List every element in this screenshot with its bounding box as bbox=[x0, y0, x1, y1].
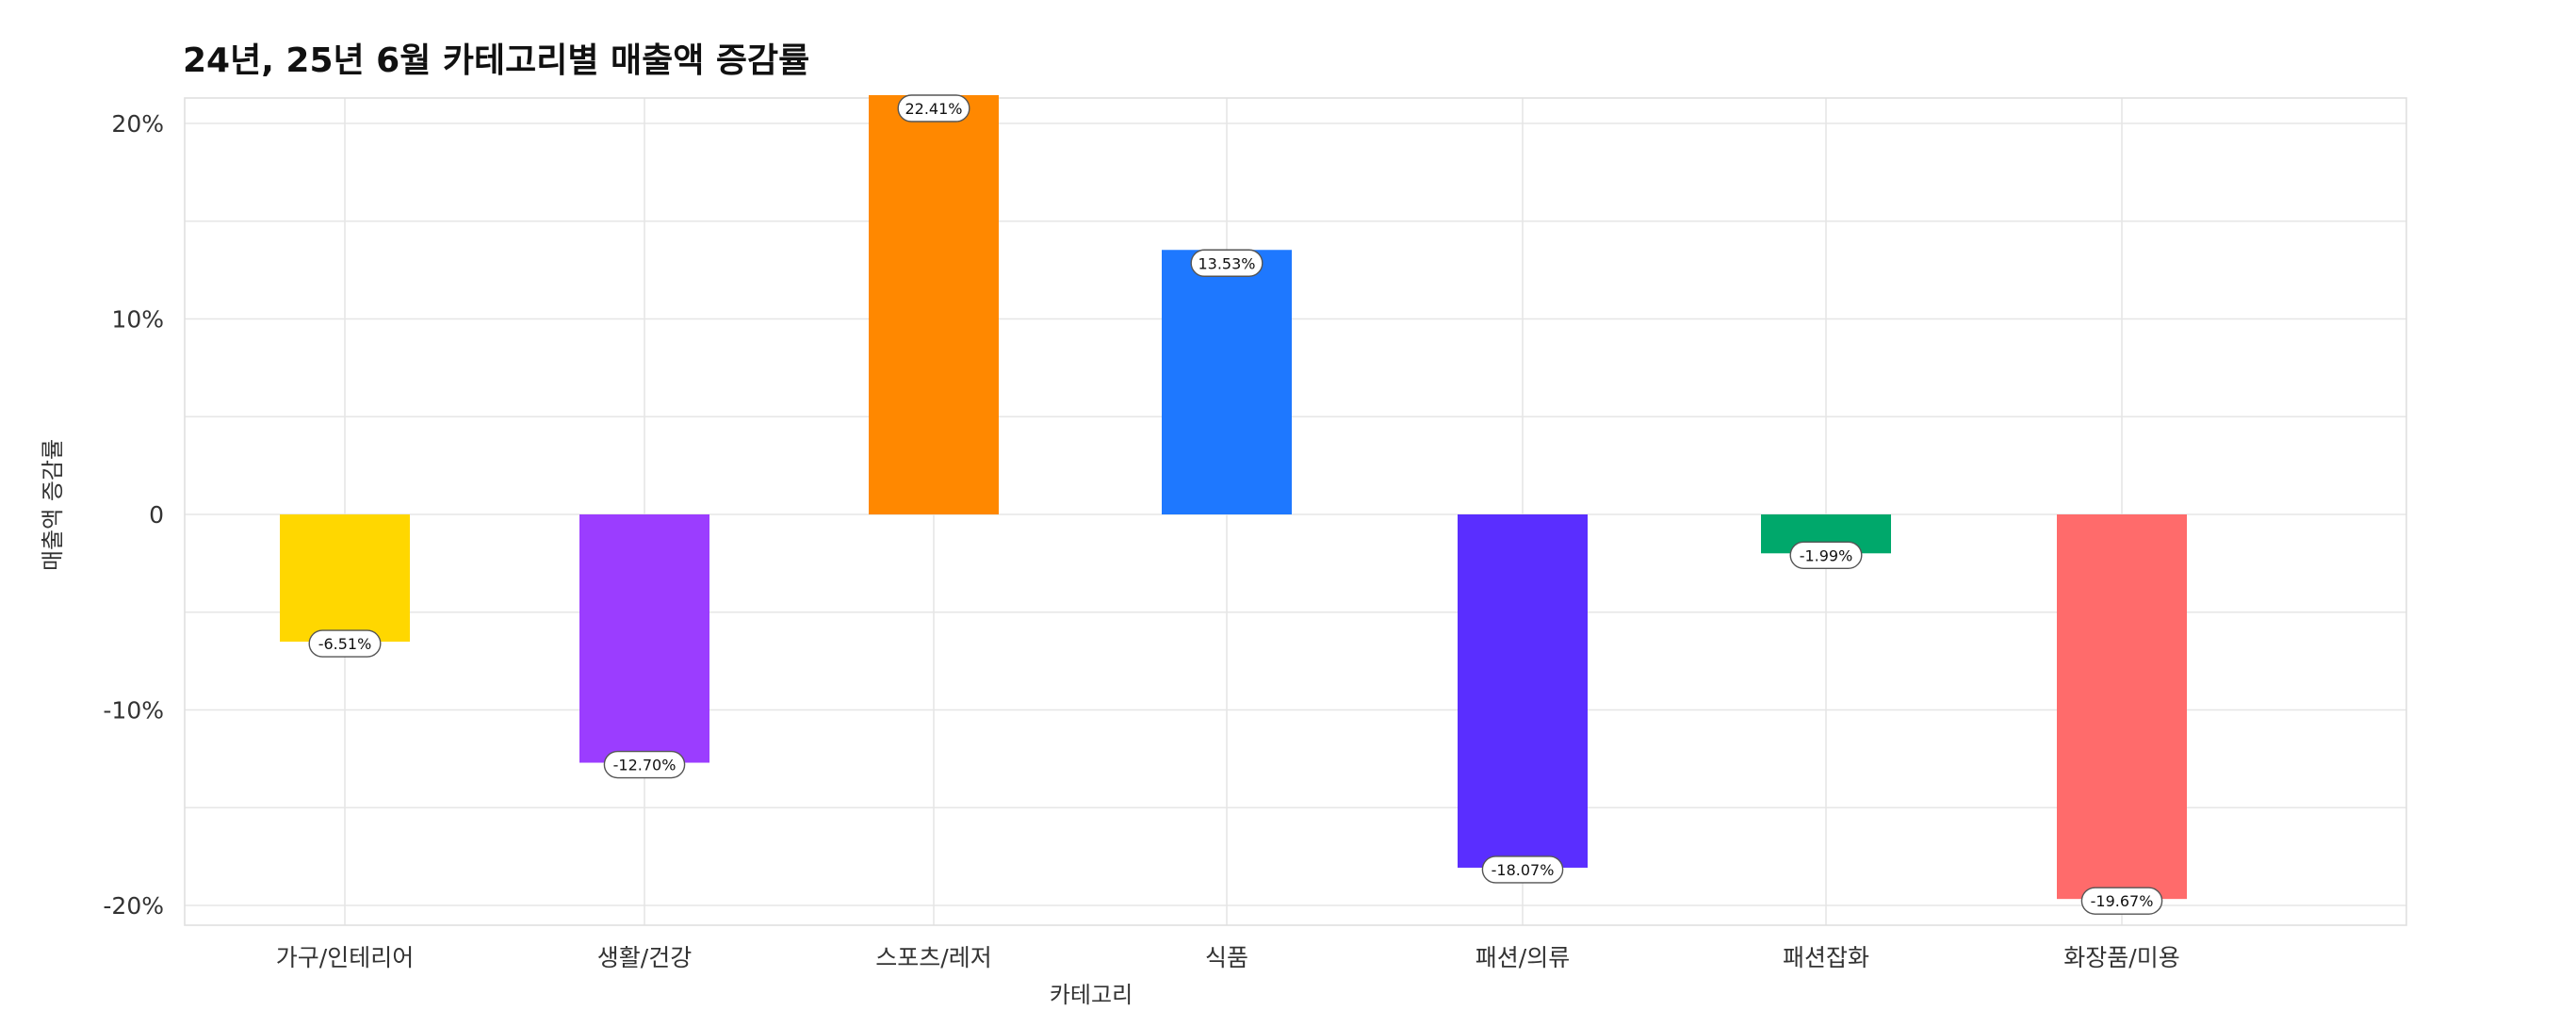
data-label-text: 22.41% bbox=[905, 100, 962, 118]
y-tick-label: -10% bbox=[103, 697, 164, 725]
data-label: -6.51% bbox=[308, 629, 382, 658]
data-label-text: -18.07% bbox=[1492, 861, 1555, 879]
data-label-text: -12.70% bbox=[613, 757, 677, 774]
data-label: -1.99% bbox=[1789, 541, 1863, 569]
data-label: -12.70% bbox=[603, 750, 686, 779]
bar bbox=[869, 95, 999, 514]
data-label-box bbox=[603, 750, 686, 779]
y-tick-label: 20% bbox=[111, 110, 164, 138]
x-tick-label: 스포츠/레저 bbox=[875, 944, 991, 971]
plot-area bbox=[184, 97, 2407, 926]
data-labels: -6.51% -12.70% 22.41% 13.53% -18.07% -1.99% -1… bbox=[308, 94, 2163, 915]
data-label-text: -19.67% bbox=[2091, 892, 2154, 910]
data-label-box bbox=[2080, 887, 2163, 915]
x-tick-label: 식품 bbox=[1205, 944, 1248, 971]
bar bbox=[2057, 514, 2187, 900]
data-label: -18.07% bbox=[1481, 855, 1564, 884]
y-tick-label: -20% bbox=[103, 892, 164, 920]
data-label-box bbox=[1190, 249, 1264, 277]
data-label-text: 13.53% bbox=[1198, 254, 1255, 272]
data-label: -19.67% bbox=[2080, 887, 2163, 915]
bar bbox=[579, 514, 709, 763]
data-label-text: -6.51% bbox=[318, 635, 372, 653]
x-tick-label: 생활/건강 bbox=[597, 944, 692, 971]
y-tick-label: 0 bbox=[149, 501, 164, 529]
data-label-box bbox=[308, 629, 382, 658]
y-axis-title: 매출액 증감률 bbox=[40, 439, 66, 571]
data-label: 13.53% bbox=[1190, 249, 1264, 277]
bars bbox=[280, 95, 2187, 900]
bar bbox=[1162, 250, 1292, 514]
data-label: 22.41% bbox=[897, 94, 970, 122]
bar bbox=[1458, 514, 1588, 868]
x-tick-label: 화장품/미용 bbox=[2063, 944, 2179, 971]
x-axis-title: 카테고리 bbox=[1050, 982, 1133, 1008]
data-label-box bbox=[1789, 541, 1863, 569]
x-tick-label: 패션/의류 bbox=[1475, 944, 1570, 971]
x-tick-label: 가구/인테리어 bbox=[276, 944, 414, 971]
y-tick-label: 10% bbox=[111, 306, 164, 334]
y-axis-ticks: 20% 10% 0 -10% -20% bbox=[103, 110, 164, 920]
x-axis-ticks: 가구/인테리어 생활/건강 스포츠/레저 식품 패션/의류 패션잡화 화장품/미용 bbox=[276, 944, 2180, 971]
bar bbox=[280, 514, 410, 643]
x-tick-label: 패션잡화 bbox=[1783, 944, 1869, 971]
data-label-text: -1.99% bbox=[1800, 546, 1853, 564]
chart-title: 24년, 25년 6월 카테고리별 매출액 증감률 bbox=[183, 41, 809, 80]
data-label-box bbox=[1481, 855, 1564, 884]
data-label-box bbox=[897, 94, 970, 122]
